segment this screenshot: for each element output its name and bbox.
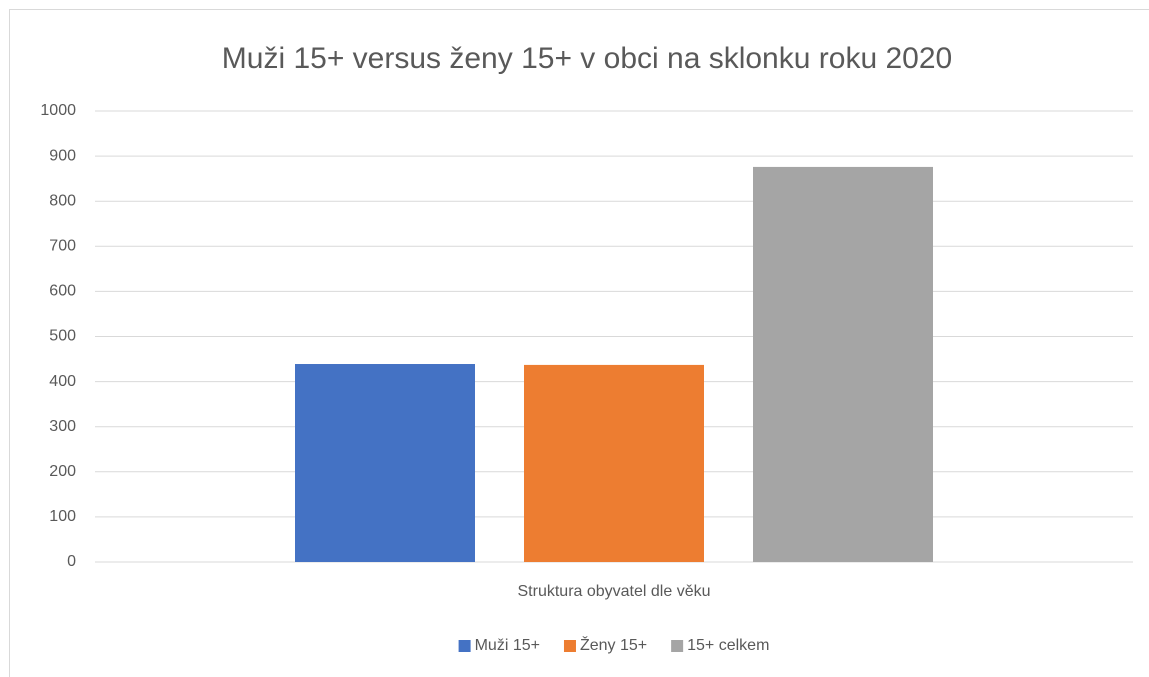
x-axis-label: Struktura obyvatel dle věku bbox=[518, 583, 711, 600]
bar bbox=[753, 166, 933, 562]
y-tick-label: 300 bbox=[49, 418, 76, 435]
y-tick-label: 0 bbox=[67, 553, 76, 570]
bar bbox=[295, 364, 475, 562]
legend-swatch bbox=[671, 640, 684, 652]
y-tick-label: 800 bbox=[49, 192, 76, 209]
y-tick-label: 600 bbox=[49, 283, 76, 300]
y-tick-label: 500 bbox=[49, 328, 76, 345]
legend-swatch bbox=[458, 640, 471, 652]
legend-label: 15+ celkem bbox=[687, 637, 769, 654]
y-tick-label: 200 bbox=[49, 463, 76, 480]
y-tick-label: 100 bbox=[49, 508, 76, 525]
y-tick-label: 900 bbox=[49, 147, 76, 164]
y-tick-label: 700 bbox=[49, 238, 76, 255]
chart-frame bbox=[9, 9, 1149, 677]
y-tick-label: 400 bbox=[49, 373, 76, 390]
legend-swatch bbox=[563, 640, 576, 652]
chart-title: Muži 15+ versus ženy 15+ v obci na sklon… bbox=[222, 42, 952, 75]
bar bbox=[524, 364, 704, 562]
legend-label: Ženy 15+ bbox=[580, 635, 647, 654]
legend-label: Muži 15+ bbox=[475, 637, 540, 654]
y-tick-label: 1000 bbox=[40, 102, 76, 119]
